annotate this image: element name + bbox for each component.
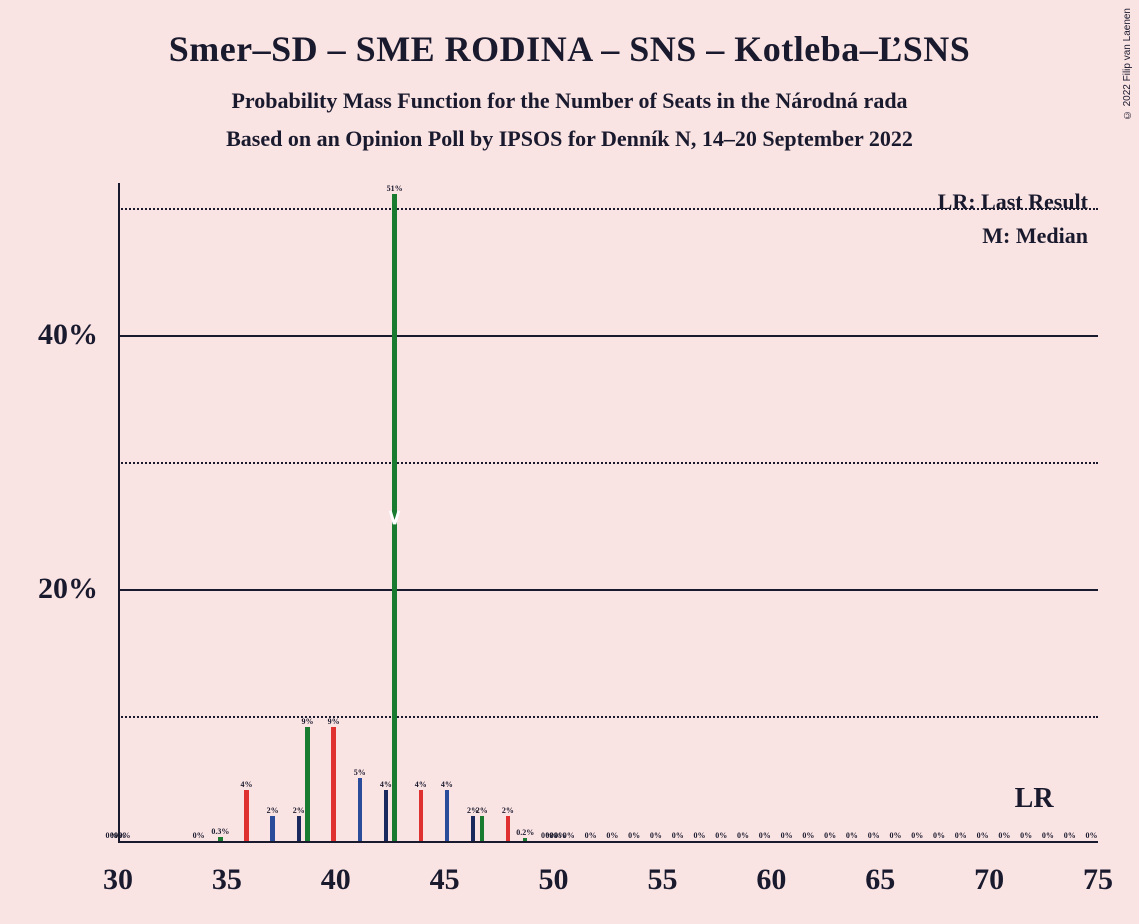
bar-value-label: 0% <box>955 831 967 840</box>
chart-subtitle-2: Based on an Opinion Poll by IPSOS for De… <box>0 114 1139 152</box>
bar <box>305 727 309 841</box>
bar-value-label: 0% <box>628 831 640 840</box>
bar-value-label: 4% <box>415 780 427 789</box>
bar-value-label: 0% <box>781 831 793 840</box>
bar <box>445 790 449 841</box>
bar <box>419 790 423 841</box>
x-axis-label: 70 <box>974 863 1004 897</box>
x-axis-label: 65 <box>865 863 895 897</box>
bar-value-label: 2% <box>293 806 305 815</box>
gridline-dotted <box>118 462 1098 464</box>
legend-lr: LR: Last Result <box>938 189 1088 215</box>
bar-value-label: 4% <box>380 780 392 789</box>
bar-value-label: 4% <box>240 780 252 789</box>
bar-value-label: 0% <box>193 831 205 840</box>
x-axis-label: 60 <box>756 863 786 897</box>
bar-value-label: 2% <box>267 806 279 815</box>
bar-value-label: 0% <box>693 831 705 840</box>
x-axis-label: 45 <box>430 863 460 897</box>
x-axis-label: 50 <box>539 863 569 897</box>
bar <box>480 816 484 841</box>
x-axis-label: 75 <box>1083 863 1113 897</box>
bar-value-label: 0% <box>1085 831 1097 840</box>
bar <box>358 778 362 841</box>
copyright-text: © 2022 Filip van Laenen <box>1122 8 1133 120</box>
bar <box>244 790 248 841</box>
bar-value-label: 0% <box>606 831 618 840</box>
bar <box>270 816 274 841</box>
bar-value-label: 0.3% <box>211 827 229 836</box>
bar-value-label: 0% <box>889 831 901 840</box>
x-axis <box>118 841 1098 843</box>
x-axis-label: 35 <box>212 863 242 897</box>
y-axis <box>118 183 120 843</box>
bar-value-label: 0% <box>802 831 814 840</box>
x-axis-label: 40 <box>321 863 351 897</box>
lr-marker: LR <box>1015 783 1054 815</box>
legend-m: M: Median <box>982 223 1088 249</box>
bar-value-label: 0% <box>977 831 989 840</box>
bar-value-label: 4% <box>441 780 453 789</box>
bar-value-label: 5% <box>354 768 366 777</box>
bar <box>506 816 510 841</box>
bar-value-label: 0% <box>868 831 880 840</box>
gridline-solid <box>118 589 1098 591</box>
bar-value-label: 0% <box>1064 831 1076 840</box>
bar-value-label: 0% <box>672 831 684 840</box>
bar-value-label: 0% <box>998 831 1010 840</box>
bar <box>331 727 335 841</box>
bar-value-label: 0% <box>715 831 727 840</box>
chart-plot-area: 20%40%303540455055606570750%0%0%0%0%0.3%… <box>118 183 1098 843</box>
bar-value-label: 2% <box>476 806 488 815</box>
bar <box>297 816 301 841</box>
bar-value-label: 0% <box>846 831 858 840</box>
bar <box>384 790 388 841</box>
x-axis-label: 55 <box>647 863 677 897</box>
bar-value-label: 0% <box>933 831 945 840</box>
y-axis-label: 40% <box>38 318 98 352</box>
bar <box>218 837 222 841</box>
x-axis-label: 30 <box>103 863 133 897</box>
bar-value-label: 0% <box>759 831 771 840</box>
chart-subtitle-1: Probability Mass Function for the Number… <box>0 70 1139 114</box>
bar-value-label: 9% <box>301 717 313 726</box>
bar-value-label: 51% <box>387 184 403 193</box>
bar-value-label: 0% <box>911 831 923 840</box>
bar-value-label: 9% <box>328 717 340 726</box>
bar-value-label: 0% <box>585 831 597 840</box>
bar-value-label: 0% <box>650 831 662 840</box>
y-axis-label: 20% <box>38 572 98 606</box>
bar <box>471 816 475 841</box>
gridline-solid <box>118 335 1098 337</box>
bar-value-label: 0% <box>824 831 836 840</box>
bar-value-label: 0% <box>1042 831 1054 840</box>
median-marker-icon: ∨ <box>387 506 403 528</box>
bar-value-label: 0% <box>1020 831 1032 840</box>
gridline-dotted <box>118 716 1098 718</box>
bar-value-label: 0% <box>737 831 749 840</box>
bar-value-label: 0% <box>563 831 575 840</box>
bar-value-label: 2% <box>502 806 514 815</box>
bar-value-label: 0% <box>119 831 131 840</box>
bar <box>523 838 527 841</box>
bar-value-label: 0.2% <box>516 828 534 837</box>
chart-title: Smer–SD – SME RODINA – SNS – Kotleba–ĽSN… <box>0 0 1139 70</box>
